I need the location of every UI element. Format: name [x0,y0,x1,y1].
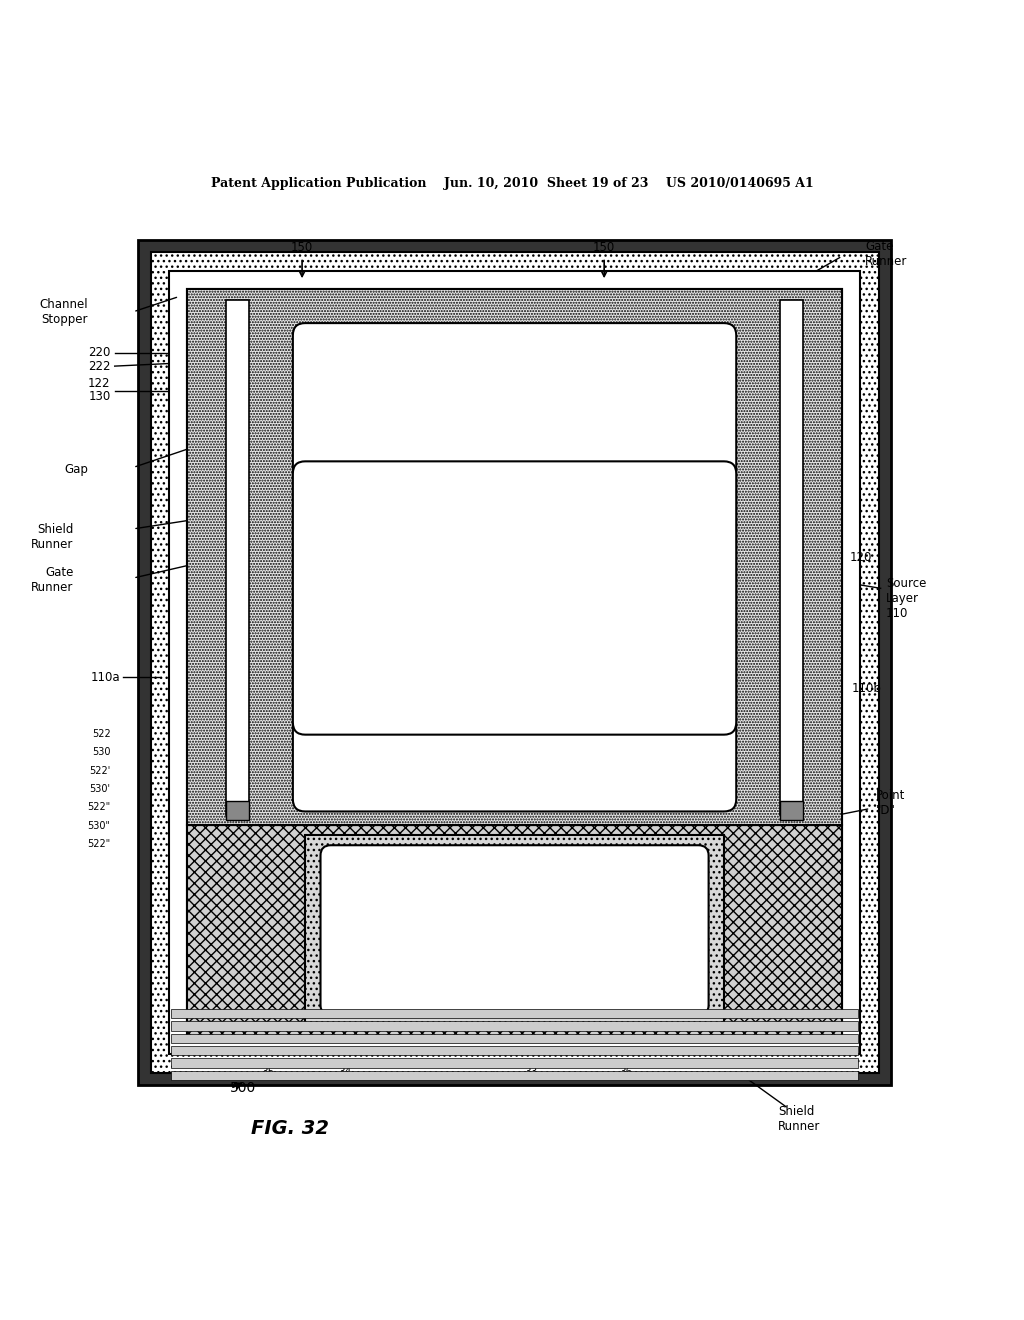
Text: 122: 122 [599,609,618,619]
Text: 130: 130 [225,412,245,422]
Text: 522": 522" [87,840,111,849]
Text: 150: 150 [291,242,313,255]
Bar [187,289,842,825]
Text: Patent Application Publication    Jun. 10, 2010  Sheet 19 of 23    US 2010/01406: Patent Application Publication Jun. 10, … [211,177,813,190]
Text: Gate
Runner: Gate Runner [32,566,74,594]
Text: 122: 122 [225,609,245,619]
Bar [171,1045,858,1055]
Text: Gap: Gap [65,463,88,477]
Bar [138,240,891,1085]
Text: 120: 120 [850,552,872,564]
Bar [171,1071,858,1080]
Text: 522: 522 [617,701,637,711]
Bar [169,271,860,1055]
Text: 530': 530' [89,784,111,795]
Text: 500: 500 [230,1081,257,1096]
Text: 110a: 110a [90,671,120,684]
Text: Point
"D": Point "D" [876,789,905,817]
FancyBboxPatch shape [321,845,709,1015]
Bar [187,825,842,1036]
Text: 530: 530 [92,747,111,758]
Text: Source
Layer
110: Source Layer 110 [886,577,926,620]
Text: 35: 35 [261,1067,274,1077]
Text: 530: 530 [617,713,637,723]
Bar [171,1034,858,1043]
Text: 150: 150 [593,242,615,255]
Bar [305,836,724,1026]
Text: Gate
Runner: Gate Runner [865,240,907,268]
Bar [226,300,249,814]
Bar [187,289,842,1036]
Text: 34: 34 [343,696,356,706]
Text: 36: 36 [620,1067,633,1077]
Text: 35: 35 [259,696,272,706]
FancyBboxPatch shape [293,323,736,812]
Text: 130: 130 [599,622,618,632]
Text: FIG. 32: FIG. 32 [251,1119,329,1138]
Text: 522: 522 [230,701,250,711]
Text: 33: 33 [524,696,538,706]
Bar [780,300,803,814]
Text: Channel
Stopper: Channel Stopper [40,298,88,326]
Text: Gate
Pad
112: Gate Pad 112 [401,873,438,919]
Text: 34: 34 [338,1067,351,1077]
Text: Shield
Runner: Shield Runner [778,1105,820,1133]
Text: 530: 530 [230,713,250,723]
Bar [780,801,803,820]
Text: 522": 522" [87,803,111,812]
Text: 522': 522' [89,766,111,776]
Text: Source
Pad 111: Source Pad 111 [388,338,452,368]
Bar [171,1022,858,1031]
Text: 130: 130 [88,391,111,404]
Text: 530": 530" [88,821,111,830]
Text: 36: 36 [624,696,637,706]
Bar [226,801,249,820]
Text: 130: 130 [599,412,618,422]
Text: 130: 130 [225,622,245,632]
Text: 33: 33 [524,1067,538,1077]
Text: 110b: 110b [852,682,882,696]
Text: 220: 220 [88,346,111,359]
Bar [171,1059,858,1068]
Text: ─────────: ───────── [397,358,442,367]
FancyBboxPatch shape [293,462,736,735]
Text: Source
Pad 111: Source Pad 111 [388,502,452,532]
Bar [151,252,879,1073]
Text: Shield
Runner: Shield Runner [32,523,74,552]
Bar [171,1010,858,1019]
Text: 122: 122 [88,378,111,389]
Text: 122: 122 [225,399,245,409]
Text: 222: 222 [88,359,111,372]
Text: 522: 522 [92,729,111,739]
Text: 122: 122 [599,399,618,409]
